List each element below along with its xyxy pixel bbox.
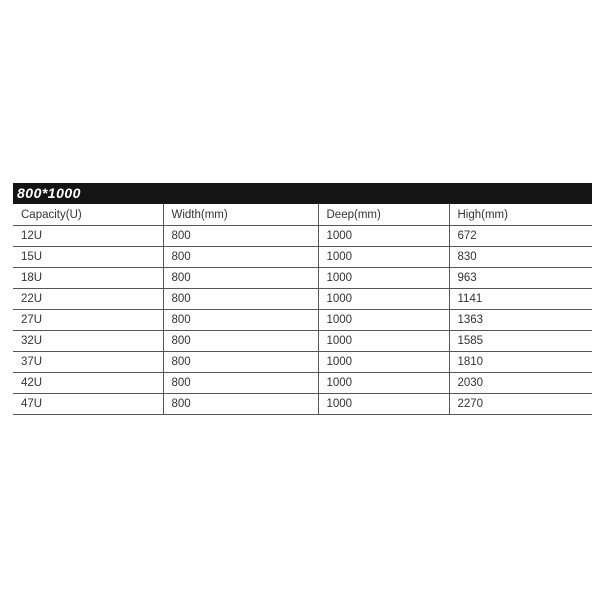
table-row: 47U 800 1000 2270 xyxy=(13,393,592,415)
table-cell: 800 xyxy=(163,246,319,268)
spec-table: Capacity(U) Width(mm) Deep(mm) High(mm) … xyxy=(13,204,592,415)
table-cell: 800 xyxy=(163,267,319,289)
column-header: Capacity(U) xyxy=(13,204,164,226)
table-row: 18U 800 1000 963 xyxy=(13,267,592,289)
table-cell: 47U xyxy=(13,393,164,415)
table-cell: 12U xyxy=(13,225,164,247)
column-header: Width(mm) xyxy=(163,204,319,226)
table-cell: 1000 xyxy=(318,330,450,352)
table-cell: 830 xyxy=(449,246,592,268)
table-cell: 18U xyxy=(13,267,164,289)
table-cell: 22U xyxy=(13,288,164,310)
table-cell: 1000 xyxy=(318,246,450,268)
table-row: 15U 800 1000 830 xyxy=(13,246,592,268)
table-cell: 800 xyxy=(163,288,319,310)
table-cell: 672 xyxy=(449,225,592,247)
table-cell: 32U xyxy=(13,330,164,352)
table-cell: 15U xyxy=(13,246,164,268)
table-cell: 1000 xyxy=(318,309,450,331)
table-cell: 800 xyxy=(163,330,319,352)
table-row: 42U 800 1000 2030 xyxy=(13,372,592,394)
table-cell: 2030 xyxy=(449,372,592,394)
table-cell: 2270 xyxy=(449,393,592,415)
table-cell: 800 xyxy=(163,309,319,331)
table-cell: 27U xyxy=(13,309,164,331)
column-header: High(mm) xyxy=(449,204,592,226)
table-cell: 1000 xyxy=(318,351,450,373)
table-row: 27U 800 1000 1363 xyxy=(13,309,592,331)
header-row: Capacity(U) Width(mm) Deep(mm) High(mm) xyxy=(13,204,592,226)
table-cell: 1000 xyxy=(318,288,450,310)
table-cell: 42U xyxy=(13,372,164,394)
table-cell: 800 xyxy=(163,393,319,415)
table-cell: 1000 xyxy=(318,372,450,394)
table-title: 800*1000 xyxy=(13,183,592,204)
table-cell: 1000 xyxy=(318,267,450,289)
column-header: Deep(mm) xyxy=(318,204,450,226)
table-row: 22U 800 1000 1141 xyxy=(13,288,592,310)
spec-table-container: 800*1000 Capacity(U) Width(mm) Deep(mm) … xyxy=(13,183,592,415)
table-cell: 1363 xyxy=(449,309,592,331)
table-cell: 1000 xyxy=(318,393,450,415)
table-row: 32U 800 1000 1585 xyxy=(13,330,592,352)
table-cell: 800 xyxy=(163,225,319,247)
table-cell: 37U xyxy=(13,351,164,373)
table-cell: 963 xyxy=(449,267,592,289)
table-cell: 800 xyxy=(163,372,319,394)
table-row: 12U 800 1000 672 xyxy=(13,225,592,247)
table-cell: 800 xyxy=(163,351,319,373)
table-cell: 1810 xyxy=(449,351,592,373)
table-cell: 1585 xyxy=(449,330,592,352)
table-row: 37U 800 1000 1810 xyxy=(13,351,592,373)
table-cell: 1000 xyxy=(318,225,450,247)
table-cell: 1141 xyxy=(449,288,592,310)
